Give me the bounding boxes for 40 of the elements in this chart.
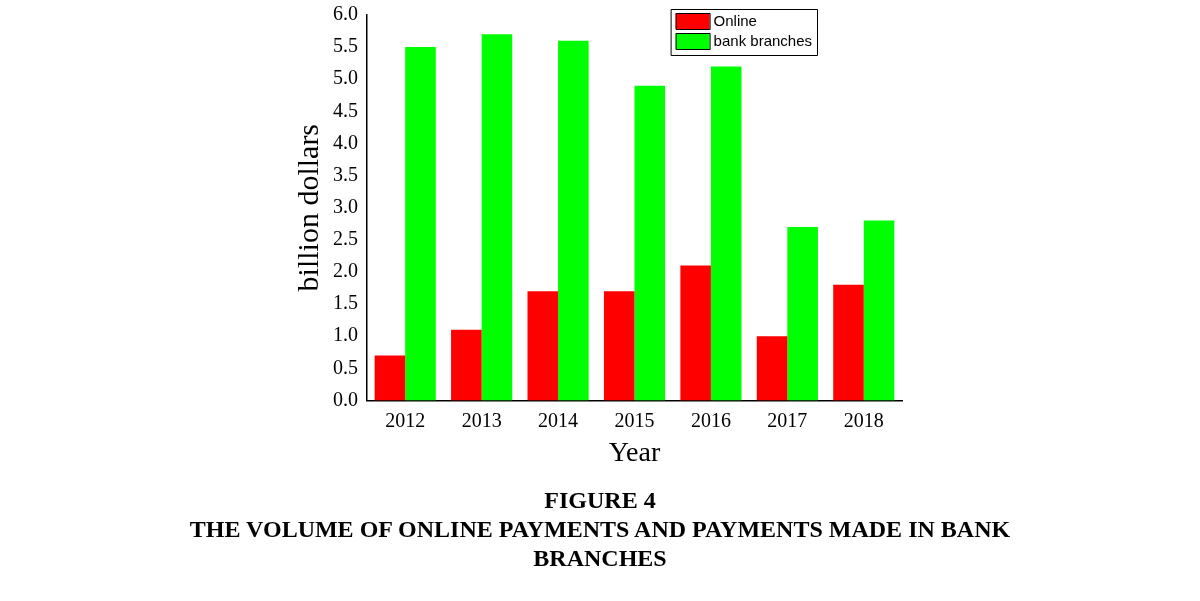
bar [603,291,635,401]
y-tick-label: 4.5 [333,98,358,121]
y-tick-label: 2.5 [333,227,358,250]
x-tick-label: 2017 [767,408,808,431]
y-tick-label: 3.5 [333,162,358,185]
legend-label: Online [713,12,757,30]
bar [558,40,589,401]
legend-label: bank branches [713,32,813,50]
bar [405,47,436,401]
y-tick-label: 5.5 [333,34,358,57]
bar [680,265,711,401]
bar [756,336,788,401]
bar [787,226,818,401]
y-axis-title: billion dollars [290,123,324,292]
bar [833,284,864,401]
bar [451,329,482,401]
x-tick-label: 2018 [843,408,884,431]
y-tick-label: 1.5 [333,291,358,314]
bar [527,291,559,401]
x-tick-label: 2012 [385,408,426,431]
y-tick-label: 2.0 [333,259,358,282]
y-tick-label: 4.0 [333,130,358,153]
x-axis-title: Year [608,435,661,467]
x-tick-label: 2016 [690,408,731,431]
bar [634,85,666,401]
bar [374,355,406,401]
x-tick-label: 2014 [538,408,579,431]
y-tick-label: 0.5 [333,355,358,378]
y-tick-label: 0.0 [333,387,358,410]
x-tick-label: 2015 [614,408,655,431]
y-tick-label: 6.0 [333,2,358,25]
y-tick-label: 1.0 [333,323,358,346]
y-tick-label: 5.0 [333,66,358,89]
text: THE VOLUME OF ONLINE PAYMENTS AND PAYMENTS MADE IN BANK BRANCHES [188,515,1012,573]
bar [710,66,742,401]
x-tick-label: 2013 [461,408,502,431]
bar [863,220,895,401]
y-tick-label: 3.0 [333,194,358,217]
bar [481,34,513,401]
text: FIGURE 4 [543,486,657,515]
